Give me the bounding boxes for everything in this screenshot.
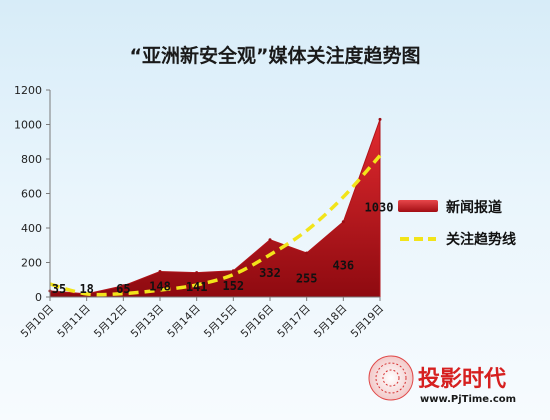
x-tick-label: 5月12日 <box>92 303 130 341</box>
area-point <box>341 220 345 224</box>
plot-area <box>48 117 382 298</box>
x-tick-label: 5月16日 <box>239 303 277 341</box>
x-tick-label: 5月15日 <box>202 303 240 341</box>
data-label: 332 <box>259 266 281 280</box>
legend: 新闻报道 关注趋势线 <box>398 199 516 248</box>
area-point <box>121 284 125 288</box>
area-point <box>268 238 272 242</box>
logo-url-text: www.PjTime.com <box>420 394 516 405</box>
x-tick-label: 5月17日 <box>275 303 313 341</box>
y-tick-label: 200 <box>21 257 42 270</box>
watermark-logo: 投影时代 www.PjTime.com <box>368 355 516 405</box>
data-label: 148 <box>149 279 171 293</box>
data-label: 35 <box>52 282 66 296</box>
data-label: 255 <box>296 272 318 286</box>
y-tick-label: 600 <box>21 188 42 201</box>
area-point <box>378 117 382 121</box>
area-point <box>158 269 162 273</box>
data-label: 141 <box>186 280 208 294</box>
data-label: 65 <box>116 282 130 296</box>
y-tick-label: 1200 <box>14 84 42 97</box>
data-label: 1030 <box>365 201 394 215</box>
legend-label-trend: 关注趋势线 <box>446 231 516 248</box>
chart-title: “亚洲新安全观”媒体关注度趋势图 <box>130 44 421 67</box>
data-labels: 35 18 65 148 141 152 332 255 436 1030 <box>52 201 394 296</box>
y-tick-label: 0 <box>35 291 42 304</box>
area-point <box>195 271 199 275</box>
y-tick-label: 800 <box>21 153 42 166</box>
legend-swatch-news <box>398 200 438 212</box>
data-label: 436 <box>332 258 354 272</box>
y-tick-label: 1000 <box>14 119 42 132</box>
data-label: 152 <box>222 279 244 293</box>
logo-emblem-icon <box>368 355 414 401</box>
legend-label-news: 新闻报道 <box>446 199 502 216</box>
y-axis: 0 200 400 600 800 1000 1200 <box>14 84 51 304</box>
area-point <box>231 269 235 273</box>
x-axis: 5月10日 5月11日 5月12日 5月13日 5月14日 5月15日 5月16日 5月17日… <box>19 296 387 341</box>
x-tick-label: 5月14日 <box>165 303 203 341</box>
trendline-series <box>49 154 382 297</box>
x-tick-label: 5月10日 <box>19 303 57 341</box>
x-tick-label: 5月18日 <box>312 303 350 341</box>
logo-brand-text: 投影时代 <box>418 367 506 392</box>
y-tick-label: 400 <box>21 222 42 235</box>
x-tick-label: 5月11日 <box>55 303 93 341</box>
area-point <box>305 251 309 255</box>
data-label: 18 <box>79 282 93 296</box>
x-tick-label: 5月19日 <box>349 303 387 341</box>
x-tick-label: 5月13日 <box>129 303 167 341</box>
